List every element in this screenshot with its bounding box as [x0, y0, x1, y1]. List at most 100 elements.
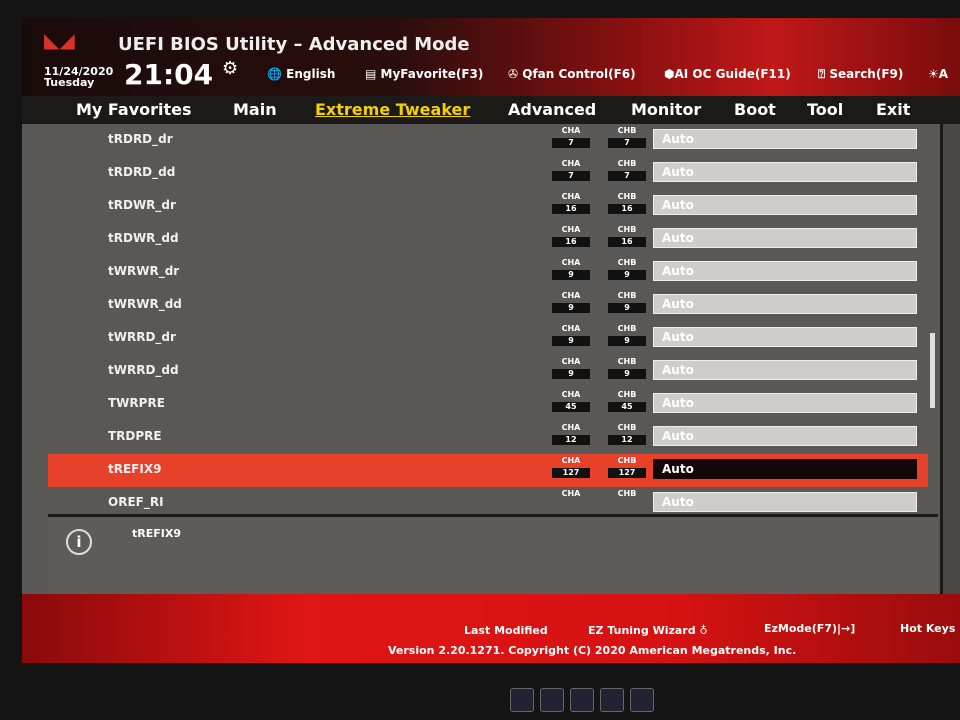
cha-label: CHA: [561, 324, 581, 333]
date: 11/24/2020 Tuesday: [44, 66, 113, 88]
chb-number: 7: [608, 138, 646, 148]
setting-row[interactable]: tWRWR_dd CHA 9 CHB 9 Auto: [48, 289, 928, 322]
setting-value-field[interactable]: Auto: [653, 195, 917, 215]
setting-row[interactable]: TWRPRE CHA 45 CHB 45 Auto: [48, 388, 928, 421]
tab-tool[interactable]: Tool: [807, 100, 844, 119]
setting-row[interactable]: OREF_RI CHA CHB Auto: [48, 487, 928, 520]
setting-value-field[interactable]: Auto: [653, 393, 917, 413]
cha-number: 9: [552, 270, 590, 280]
monitor-button[interactable]: [510, 688, 534, 712]
header: ◣◢ UEFI BIOS Utility – Advanced Mode 11/…: [22, 18, 960, 96]
setting-value-field[interactable]: Auto: [653, 162, 917, 182]
rog-logo-icon: ◣◢: [44, 28, 75, 52]
tab-my-favorites[interactable]: My Favorites: [76, 100, 192, 119]
monitor-buttons: [510, 688, 654, 712]
search-button[interactable]: ⍰ Search(F9): [818, 67, 903, 82]
tab-exit[interactable]: Exit: [876, 100, 911, 119]
favorite-icon: ▤: [365, 67, 377, 81]
setting-label: tRDWR_dr: [108, 198, 176, 212]
tab-main[interactable]: Main: [233, 100, 277, 119]
setting-value-field[interactable]: Auto: [653, 426, 917, 446]
myfavorite-button[interactable]: ▤ MyFavorite(F3): [365, 67, 483, 81]
hot-keys-button[interactable]: Hot Keys: [900, 622, 956, 635]
qfan-label: Qfan Control(F6): [522, 67, 636, 81]
cha-number: 16: [552, 237, 590, 247]
ez-tuning-label: EZ Tuning Wizard: [588, 624, 696, 637]
setting-value-field[interactable]: Auto: [653, 228, 917, 248]
setting-label: tRDRD_dr: [108, 132, 173, 146]
cha-label: CHA: [561, 390, 581, 399]
language-label: English: [286, 67, 336, 81]
cha-label: CHA: [561, 192, 581, 201]
language-button[interactable]: 🌐 English: [267, 67, 335, 81]
cha-value: CHA: [548, 489, 594, 517]
chb-value: CHB 12: [604, 423, 650, 451]
ezmode-button[interactable]: EzMode(F7)|→]: [764, 622, 856, 635]
clock: 21:04: [124, 58, 214, 91]
cha-label: CHA: [561, 126, 581, 135]
setting-row[interactable]: tRDWR_dd CHA 16 CHB 16 Auto: [48, 223, 928, 256]
setting-value-field[interactable]: Auto: [653, 459, 917, 479]
setting-label: tWRWR_dd: [108, 297, 182, 311]
setting-row[interactable]: tRDRD_dd CHA 7 CHB 7 Auto: [48, 157, 928, 190]
cha-number: 16: [552, 204, 590, 214]
aura-button[interactable]: ☀A: [928, 67, 948, 81]
monitor-button[interactable]: [600, 688, 624, 712]
setting-value-field[interactable]: Auto: [653, 129, 917, 149]
setting-row[interactable]: tWRWR_dr CHA 9 CHB 9 Auto: [48, 256, 928, 289]
monitor-button[interactable]: [540, 688, 564, 712]
monitor-button[interactable]: [570, 688, 594, 712]
setting-row[interactable]: tRDWR_dr CHA 16 CHB 16 Auto: [48, 190, 928, 223]
cha-value: CHA 9: [548, 258, 594, 286]
chb-value: CHB: [604, 489, 650, 517]
monitor-button[interactable]: [630, 688, 654, 712]
cha-value: CHA 7: [548, 126, 594, 154]
cha-number: 7: [552, 138, 590, 148]
chb-number: 7: [608, 171, 646, 181]
chb-value: CHB 16: [604, 192, 650, 220]
bulb-icon: ♁: [699, 624, 708, 637]
settings-list: tRDRD_dr CHA 7 CHB 7 Auto tRDRD_dd CHA 7 CHB…: [48, 124, 938, 512]
cha-number: 9: [552, 369, 590, 379]
tab-extreme-tweaker[interactable]: Extreme Tweaker: [315, 100, 471, 119]
tab-boot[interactable]: Boot: [734, 100, 776, 119]
main-tabs: [22, 96, 960, 124]
gear-icon[interactable]: ⚙: [222, 58, 239, 79]
setting-value-field[interactable]: Auto: [653, 360, 917, 380]
scrollbar[interactable]: [930, 333, 935, 408]
chb-number: 9: [608, 270, 646, 280]
setting-value-field[interactable]: Auto: [653, 261, 917, 281]
setting-row[interactable]: TRDPRE CHA 12 CHB 12 Auto: [48, 421, 928, 454]
setting-row[interactable]: tRDRD_dr CHA 7 CHB 7 Auto: [48, 124, 928, 157]
ez-tuning-wizard-button[interactable]: EZ Tuning Wizard ♁: [588, 624, 708, 637]
chb-value: CHB 45: [604, 390, 650, 418]
setting-label: tWRWR_dr: [108, 264, 180, 278]
chb-label: CHB: [617, 489, 637, 498]
setting-value-field[interactable]: Auto: [653, 492, 917, 512]
setting-value-field[interactable]: Auto: [653, 294, 917, 314]
setting-row[interactable]: tWRRD_dd CHA 9 CHB 9 Auto: [48, 355, 928, 388]
setting-value-field[interactable]: Auto: [653, 327, 917, 347]
chb-label: CHB: [617, 324, 637, 333]
chb-label: CHB: [617, 258, 637, 267]
qfan-button[interactable]: ✇ Qfan Control(F6): [508, 67, 636, 81]
chb-number: 9: [608, 369, 646, 379]
chb-value: CHB 16: [604, 225, 650, 253]
hardware-monitor-panel: [940, 124, 960, 594]
tab-monitor[interactable]: Monitor: [631, 100, 702, 119]
cha-value: CHA 127: [548, 456, 594, 484]
setting-label: tRDWR_dd: [108, 231, 179, 245]
chb-label: CHB: [617, 291, 637, 300]
cha-label: CHA: [561, 225, 581, 234]
cha-number: 12: [552, 435, 590, 445]
ai-oc-guide-button[interactable]: ⬢AI OC Guide(F11): [664, 67, 791, 81]
tab-advanced[interactable]: Advanced: [508, 100, 597, 119]
last-modified-button[interactable]: Last Modified: [464, 624, 548, 637]
version-text: Version 2.20.1271. Copyright (C) 2020 Am…: [388, 644, 797, 657]
cha-label: CHA: [561, 258, 581, 267]
aura-label: A: [938, 67, 949, 81]
setting-row[interactable]: tREFIX9 CHA 127 CHB 127 Auto: [48, 454, 928, 487]
chb-value: CHB 9: [604, 291, 650, 319]
setting-row[interactable]: tWRRD_dr CHA 9 CHB 9 Auto: [48, 322, 928, 355]
globe-icon: 🌐: [267, 67, 282, 81]
